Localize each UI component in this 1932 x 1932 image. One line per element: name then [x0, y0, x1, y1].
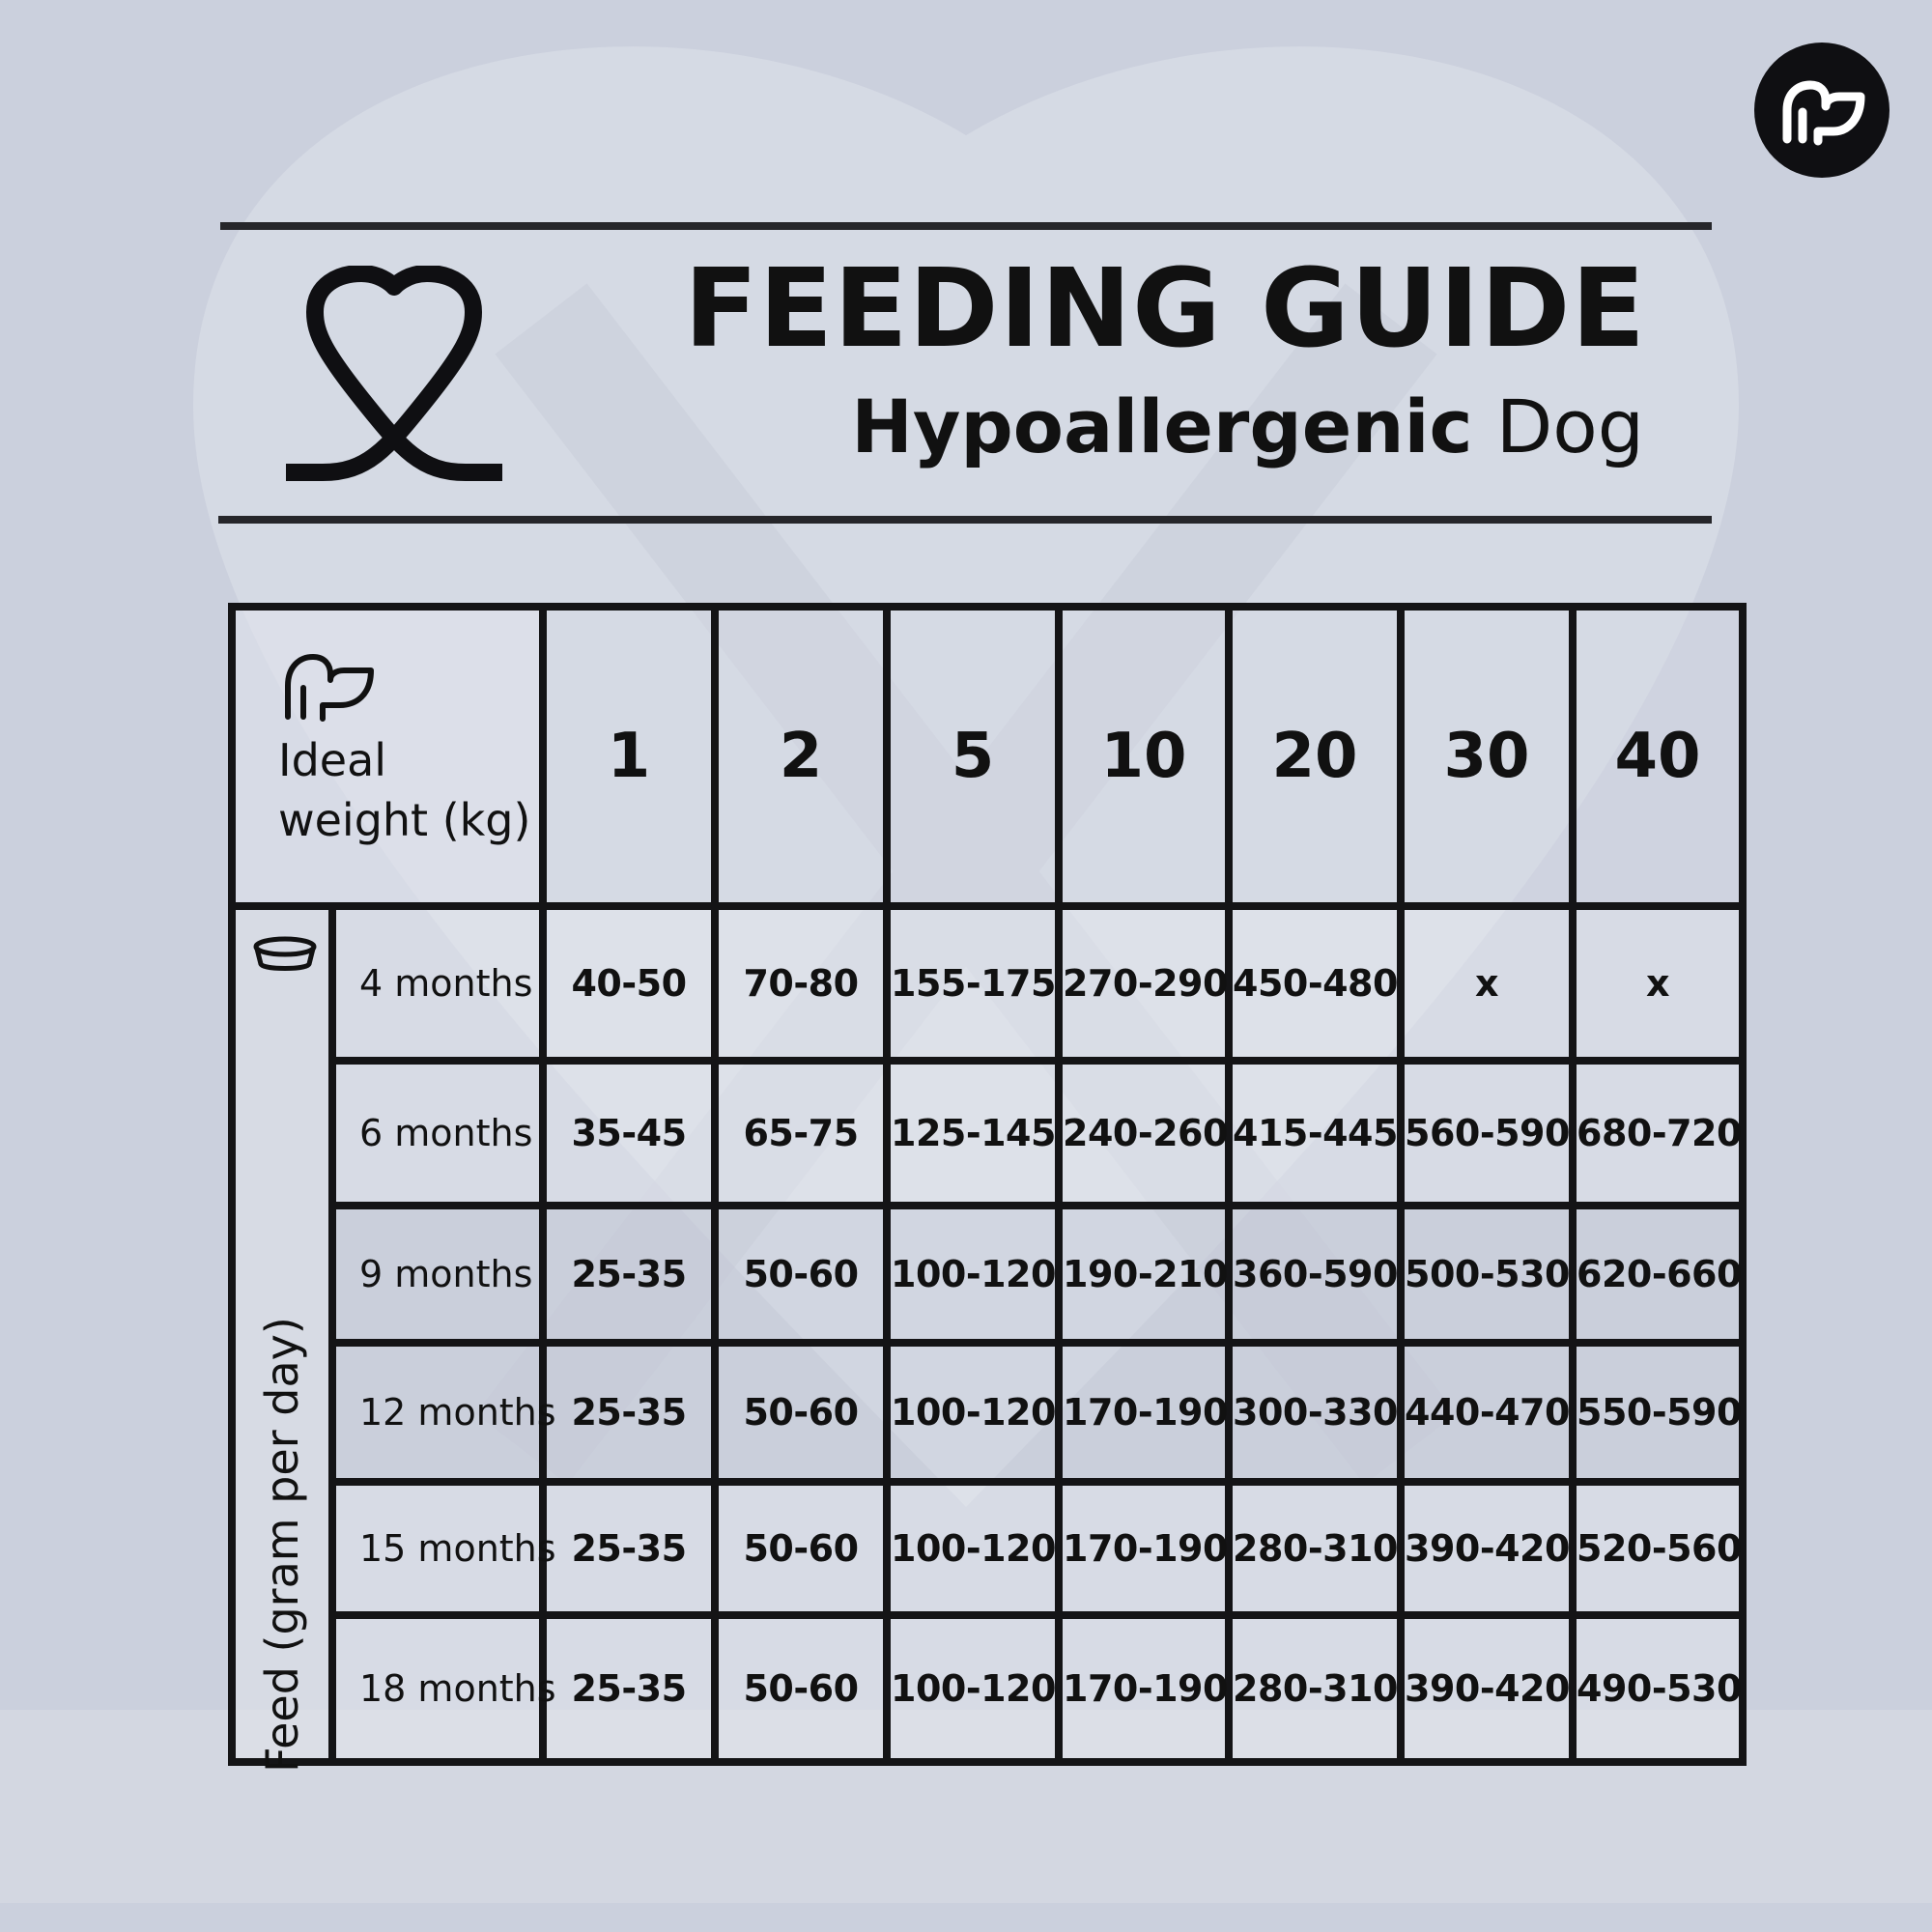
age-label: 4 months [327, 902, 548, 1065]
food-bowl-icon [253, 936, 317, 971]
heart-loop-icon [286, 266, 502, 481]
table-cell: 50-60 [711, 1478, 892, 1619]
weight-col-30: 30 [1397, 603, 1577, 910]
table-cell: 25-35 [539, 1611, 720, 1766]
table-cell: 440-470 [1397, 1339, 1577, 1486]
table-row: 12 months 25-35 50-60 100-120 170-190 30… [232, 1339, 1747, 1486]
table-cell: 100-120 [883, 1339, 1064, 1486]
ideal-weight-label: Ideal weight (kg) [278, 730, 539, 850]
table-row: 6 months 35-45 65-75 125-145 240-260 415… [232, 1057, 1747, 1209]
table-cell: 50-60 [711, 1611, 892, 1766]
table-cell: x [1569, 902, 1747, 1065]
header-bottom-rule [218, 516, 1712, 524]
table-cell: 390-420 [1397, 1478, 1577, 1619]
table-cell: 100-120 [883, 1202, 1064, 1347]
table-cell: 270-290 [1055, 902, 1234, 1065]
table-cell: 550-590 [1569, 1339, 1747, 1486]
subtitle-light: Dog [1495, 384, 1644, 469]
dog-head-icon [285, 654, 374, 722]
table-cell: 40-50 [539, 902, 720, 1065]
weight-col-2: 2 [711, 603, 892, 910]
table-cell: 415-445 [1225, 1057, 1406, 1209]
table-cell: 50-60 [711, 1339, 892, 1486]
table-cell: 360-590 [1225, 1202, 1406, 1347]
page-subtitle: Hypoallergenic Dog [851, 390, 1644, 464]
table-cell: 490-530 [1569, 1611, 1747, 1766]
ideal-weight-header: Ideal weight (kg) [227, 603, 548, 910]
table-cell: 125-145 [883, 1057, 1064, 1209]
ideal-weight-label-line1: Ideal [278, 734, 387, 786]
table-cell: 500-530 [1397, 1202, 1577, 1347]
table-row: 15 months 25-35 50-60 100-120 170-190 28… [232, 1478, 1747, 1619]
table-cell: 450-480 [1225, 902, 1406, 1065]
table-cell: 280-310 [1225, 1611, 1406, 1766]
weight-col-1: 1 [539, 603, 720, 910]
table-cell: 390-420 [1397, 1611, 1577, 1766]
table-cell: 170-190 [1055, 1339, 1234, 1486]
table-cell: 35-45 [539, 1057, 720, 1209]
weight-header-row: Ideal weight (kg) 1 2 5 10 20 30 40 [227, 603, 1747, 910]
table-cell: x [1397, 902, 1577, 1065]
dog-head-icon [1754, 43, 1889, 178]
table-cell: 170-190 [1055, 1478, 1234, 1619]
weight-col-5: 5 [883, 603, 1064, 910]
table-cell: 300-330 [1225, 1339, 1406, 1486]
table-cell: 520-560 [1569, 1478, 1747, 1619]
feeding-table: Ideal weight (kg) 1 2 5 10 20 30 40 Feed … [227, 603, 1747, 1773]
feed-side-cell: Feed (gram per day) [228, 902, 336, 1773]
age-label: 15 months [327, 1478, 556, 1619]
table-cell: 100-120 [883, 1611, 1064, 1766]
table-cell: 280-310 [1225, 1478, 1406, 1619]
table-row: Feed (gram per day) 4 months 40-50 70-80… [228, 902, 1747, 1773]
table-cell: 65-75 [711, 1057, 892, 1209]
table-cell: 155-175 [883, 902, 1064, 1065]
header-top-rule [220, 222, 1712, 230]
weight-col-40: 40 [1569, 603, 1747, 910]
table-cell: 25-35 [539, 1202, 720, 1347]
table-cell: 50-60 [711, 1202, 892, 1347]
table-cell: 100-120 [883, 1478, 1064, 1619]
age-label: 12 months [327, 1339, 556, 1486]
table-cell: 170-190 [1055, 1611, 1234, 1766]
subtitle-strong: Hypoallergenic [851, 384, 1473, 469]
table-cell: 240-260 [1055, 1057, 1234, 1209]
age-label: 6 months [327, 1057, 548, 1209]
table-cell: 680-720 [1569, 1057, 1747, 1209]
feed-side-label: Feed (gram per day) [256, 1317, 308, 1773]
table-row: 9 months 25-35 50-60 100-120 190-210 360… [232, 1202, 1747, 1347]
age-label: 18 months [327, 1611, 556, 1766]
weight-col-20: 20 [1225, 603, 1406, 910]
table-cell: 25-35 [539, 1339, 720, 1486]
age-label: 9 months [327, 1202, 548, 1347]
page-title: FEEDING GUIDE [684, 246, 1646, 372]
table-cell: 560-590 [1397, 1057, 1577, 1209]
ideal-weight-label-line2: weight (kg) [278, 794, 531, 846]
table-cell: 620-660 [1569, 1202, 1747, 1347]
table-cell: 70-80 [711, 902, 892, 1065]
table-cell: 25-35 [539, 1478, 720, 1619]
table-cell: 190-210 [1055, 1202, 1234, 1347]
weight-col-10: 10 [1055, 603, 1234, 910]
table-row: 18 months 25-35 50-60 100-120 170-190 28… [232, 1611, 1747, 1766]
